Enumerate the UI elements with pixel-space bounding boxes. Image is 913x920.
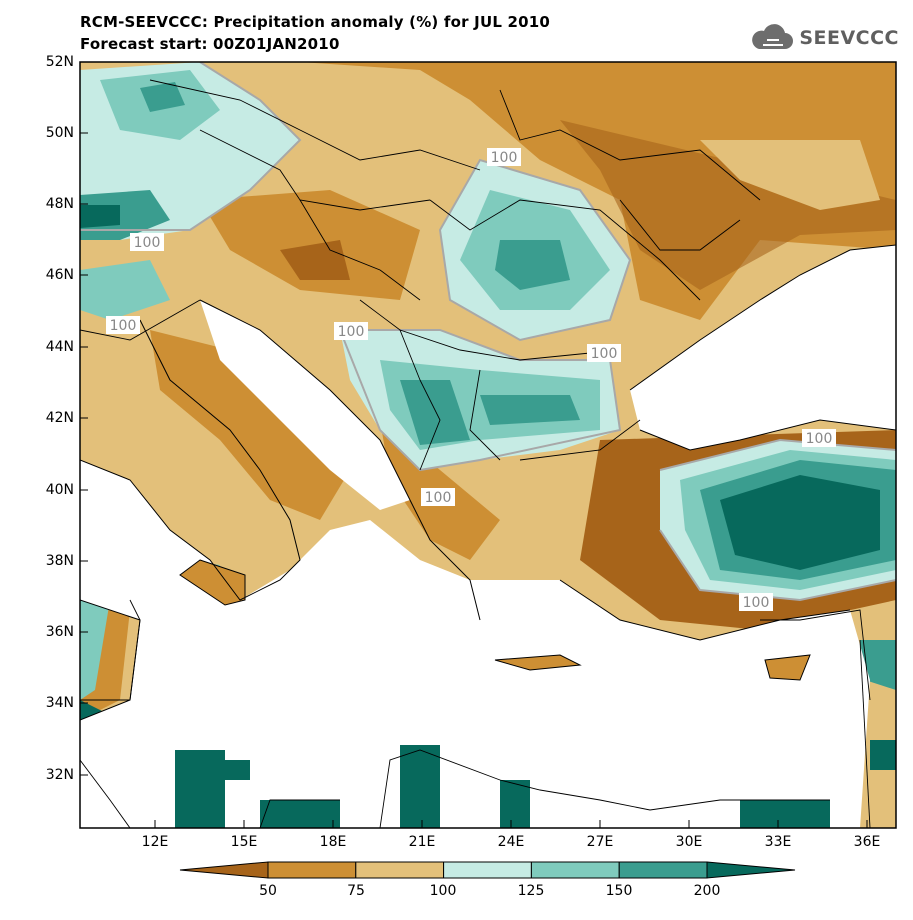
lat-label: 48N (45, 196, 74, 212)
island-cyprus (764, 654, 811, 681)
contour-label: 100 (134, 235, 161, 251)
lat-label: 46N (45, 267, 74, 283)
island-crete (494, 654, 582, 671)
lat-label: 40N (45, 482, 74, 498)
colorbar-segment (618, 861, 708, 879)
anomaly-cell (740, 800, 830, 828)
colorbar-segment (706, 861, 796, 879)
lon-label: 33E (764, 834, 792, 850)
adriatic-sea (200, 300, 410, 510)
contour-label: 100 (491, 150, 518, 166)
anomaly-region-wet (480, 395, 580, 425)
island-sicily (179, 559, 246, 606)
forecast-start-subtitle: Forecast start: 00Z01JAN2010 (80, 35, 340, 53)
anomaly-region-wet (495, 240, 570, 290)
lon-label: 12E (141, 834, 169, 850)
contour-label: 100 (338, 324, 365, 340)
map-frame (79, 61, 897, 829)
colorbar-label: 125 (517, 883, 545, 899)
contour-line-100 (80, 62, 302, 231)
map-title: RCM-SEEVCCC: Precipitation anomaly (%) f… (80, 13, 551, 31)
lat-label: 42N (45, 410, 74, 426)
colorbar-segment (267, 861, 357, 879)
lat-label: 34N (45, 695, 74, 711)
lon-label: 15E (230, 834, 258, 850)
lat-label: 52N (45, 54, 74, 70)
lat-label: 36N (45, 624, 74, 640)
anomaly-region-dry (150, 330, 350, 520)
lon-label: 21E (408, 834, 436, 850)
anomaly-cell (400, 745, 440, 828)
lon-label: 18E (319, 834, 347, 850)
colorbar-segment (179, 861, 269, 879)
anomaly-cell (870, 740, 896, 770)
black-sea (630, 245, 896, 450)
logo-text: SEEVCCC (799, 27, 899, 49)
anomaly-region-wet (80, 260, 170, 320)
lon-label: 36E (853, 834, 881, 850)
anomaly-region-wet (80, 190, 170, 240)
anomaly-cell (175, 750, 225, 828)
lon-label: 24E (497, 834, 525, 850)
coastlines (80, 244, 896, 721)
contour-label: 100 (806, 431, 833, 447)
lat-label: 50N (45, 125, 74, 141)
axis-ticks (80, 61, 868, 828)
colorbar-label: 75 (347, 883, 365, 899)
colorbar-label: 50 (259, 883, 277, 899)
colorbar-label: 150 (605, 883, 633, 899)
anomaly-region-dry (700, 140, 880, 210)
contour-label: 100 (110, 318, 137, 334)
anomaly-cell (500, 780, 530, 828)
colorbar-label: 200 (693, 883, 721, 899)
anomaly-region-wet (80, 205, 120, 228)
contour-label: 100 (743, 595, 770, 611)
anomaly-cell (260, 800, 340, 828)
anomaly-region-wet (400, 380, 470, 445)
lat-label: 38N (45, 553, 74, 569)
lat-label: 32N (45, 767, 74, 783)
colorbar-segment (530, 861, 620, 879)
lon-label: 30E (675, 834, 703, 850)
anomaly-cell (225, 760, 250, 780)
lon-label: 27E (586, 834, 614, 850)
colorbar (179, 861, 796, 879)
seevccc-logo: SEEVCCC (749, 23, 899, 53)
contour-label: 100 (425, 490, 452, 506)
colorbar-segment (355, 861, 445, 879)
contour-labels: 100 100 100 100 100 100 100 100 (106, 148, 836, 611)
anomaly-region-wet (720, 475, 880, 570)
colorbar-label: 100 (429, 883, 457, 899)
contour-line-100 (338, 329, 622, 472)
cloud-icon (752, 24, 794, 49)
anomaly-region-dry (560, 120, 896, 290)
contour-label: 100 (591, 346, 618, 362)
colorbar-segment (443, 861, 532, 879)
mediterranean-sea (80, 460, 870, 828)
anomaly-region-dry (280, 240, 350, 280)
anomaly-region-wet (80, 590, 110, 700)
lat-label: 44N (45, 339, 74, 355)
anomaly-region-wet (140, 82, 185, 112)
